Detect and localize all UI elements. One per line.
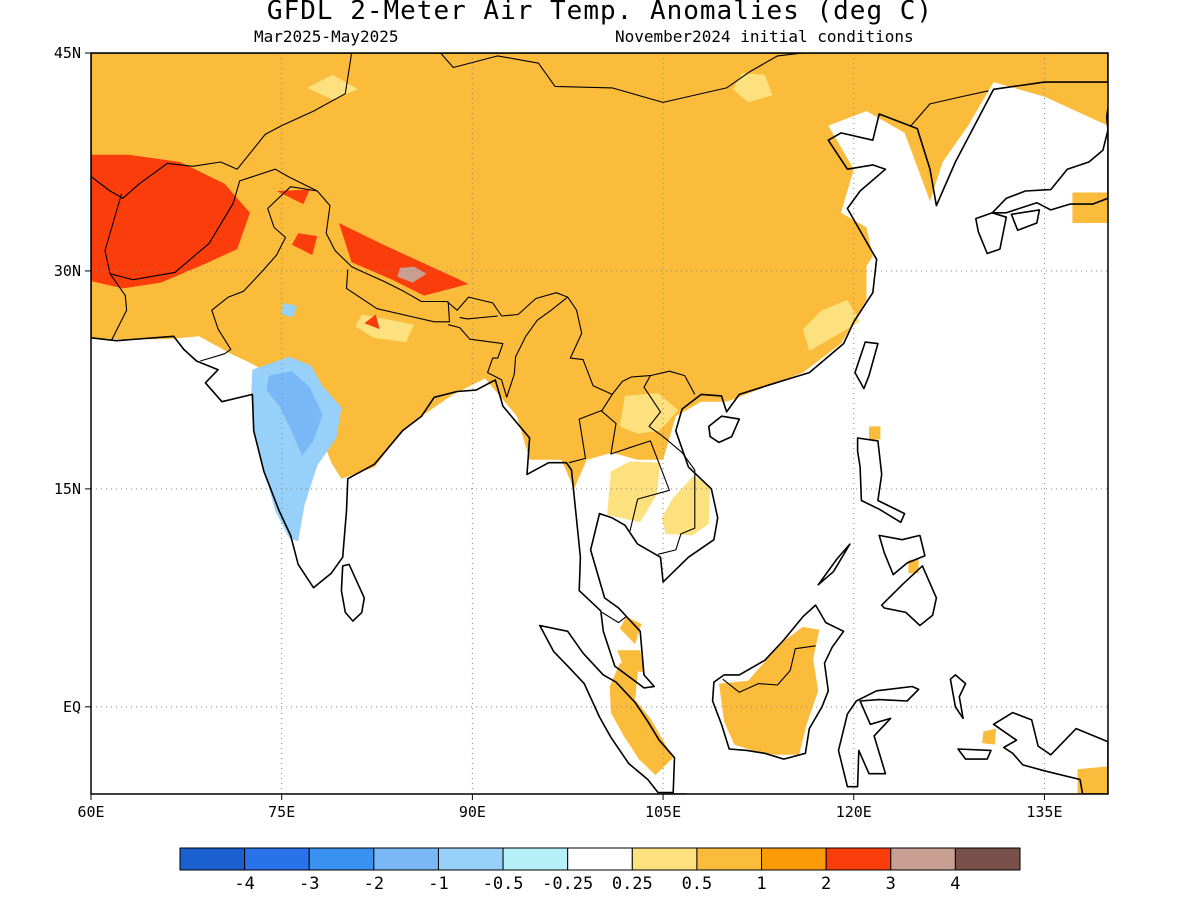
colorbar-label: 0.25 — [612, 874, 653, 894]
anomaly-region — [91, 154, 250, 289]
x-tick-label: 135E — [1026, 803, 1062, 821]
colorbar-label: 1 — [756, 874, 766, 894]
colorbar-label: 0.5 — [682, 874, 713, 894]
colorbar-swatch — [308, 847, 375, 871]
coastline-taiwan — [854, 341, 879, 390]
anomaly-region — [719, 626, 820, 755]
colorbar-label: -0.5 — [483, 874, 524, 894]
coastline-hainan — [707, 415, 741, 444]
y-tick-label: 45N — [54, 44, 81, 62]
country-border — [601, 611, 627, 624]
country-border — [568, 394, 613, 464]
coastline-sulawesi — [837, 685, 920, 788]
forecast-period: Mar2025-May2025 — [254, 27, 399, 46]
colorbar-label: 3 — [886, 874, 896, 894]
colorbar-label: -3 — [299, 874, 319, 894]
x-tick-label: 105E — [645, 803, 681, 821]
country-border — [722, 645, 816, 693]
coastline-shikoku — [1010, 209, 1041, 232]
anomaly-region — [733, 73, 773, 103]
anomaly-region — [276, 189, 310, 205]
colorbar-swatch — [567, 847, 633, 871]
x-tick-label: 120E — [836, 803, 872, 821]
colorbar-label: -0.25 — [542, 874, 593, 894]
country-border — [910, 90, 989, 126]
coastline-halmahera — [949, 674, 967, 720]
colorbar-swatch — [825, 847, 892, 871]
coastline-kyushu — [974, 212, 1008, 255]
country-border — [448, 324, 508, 398]
coastline-visayas — [878, 534, 926, 576]
initial-conditions: November2024 initial conditions — [615, 27, 914, 46]
country-border — [200, 186, 318, 362]
country-border — [440, 53, 803, 103]
anomaly-region — [91, 53, 1108, 489]
y-tick-label: EQ — [63, 698, 81, 716]
anomaly-region — [661, 475, 711, 536]
x-tick-label: 90E — [459, 803, 486, 821]
colorbar-swatch — [696, 847, 763, 871]
anomaly-region — [397, 266, 427, 283]
map-frame — [90, 52, 1109, 795]
colorbar-label: -1 — [428, 874, 448, 894]
y-tick-label: 15N — [54, 480, 81, 498]
coastline-honshu — [991, 107, 1108, 214]
anomaly-region — [1077, 766, 1108, 794]
colorbar-label: 2 — [821, 874, 831, 894]
colorbar-swatch — [437, 847, 504, 871]
map-title: GFDL 2-Meter Air Temp. Anomalies (deg C) — [266, 0, 934, 26]
anomaly-region — [1072, 192, 1108, 223]
country-border — [91, 53, 353, 199]
coastline-mindanao — [880, 565, 938, 627]
anomaly-region — [291, 233, 318, 255]
coastline-java — [664, 793, 689, 794]
anomaly-region — [619, 616, 642, 645]
country-border — [104, 168, 289, 281]
coastline-sumatra — [538, 624, 676, 794]
anomaly-region — [338, 223, 469, 296]
anomaly-region — [364, 314, 380, 330]
colorbar-swatch — [179, 847, 246, 871]
colorbar-swatch — [631, 847, 698, 871]
anomaly-region — [266, 371, 323, 456]
country-border — [506, 296, 569, 398]
coastline-new-guinea — [992, 711, 1108, 794]
colorbar-label: -2 — [364, 874, 384, 894]
y-tick-label: 30N — [54, 262, 81, 280]
colorbar-swatch — [890, 847, 956, 871]
anomaly-region — [619, 393, 679, 434]
country-border — [345, 269, 451, 323]
coastline-seram — [957, 748, 992, 760]
anomaly-region — [281, 302, 297, 318]
country-border — [643, 375, 696, 555]
anomaly-region — [982, 728, 997, 745]
coastline-luzon — [856, 437, 906, 524]
country-border — [459, 315, 498, 320]
country-border — [287, 176, 696, 395]
colorbar-swatch — [373, 847, 439, 871]
x-tick-label: 75E — [268, 803, 295, 821]
anomaly-region — [609, 661, 674, 776]
anomaly-region — [617, 650, 644, 672]
colorbar-swatch — [954, 847, 1021, 871]
anomaly-region — [607, 461, 661, 523]
country-border — [109, 273, 128, 341]
colorbar-swatch — [244, 847, 310, 871]
anomaly-region — [802, 300, 861, 351]
colorbar-swatch — [761, 847, 827, 871]
coastline-borneo — [711, 604, 845, 760]
colorbar-label: 4 — [950, 874, 960, 894]
coastline-sri-lanka — [340, 563, 366, 622]
country-border — [600, 409, 670, 532]
anomaly-region — [869, 426, 881, 440]
colorbar-swatch — [502, 847, 569, 871]
x-tick-label: 60E — [77, 803, 104, 821]
coastline-palawan — [817, 543, 851, 586]
coastline-asia — [91, 53, 1108, 689]
colorbar-label: -4 — [234, 874, 254, 894]
